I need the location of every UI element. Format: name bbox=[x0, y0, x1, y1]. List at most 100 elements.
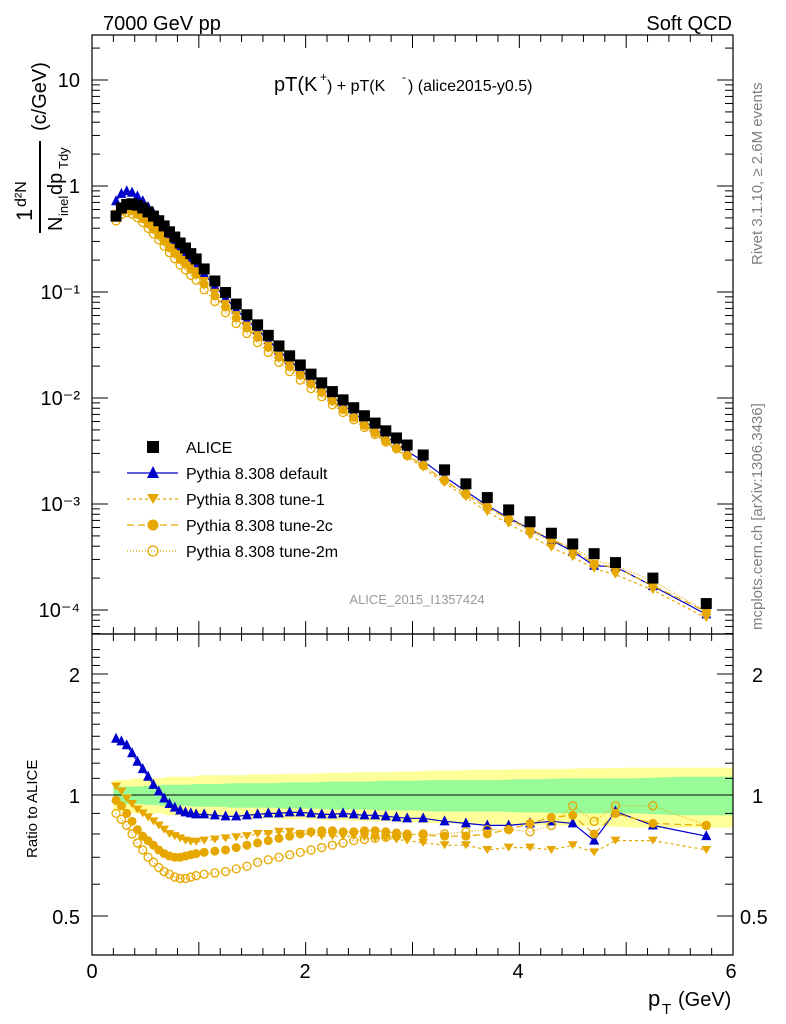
marker-ratio-tune-1 bbox=[391, 835, 402, 844]
marker-alice bbox=[273, 340, 285, 352]
marker-alice bbox=[358, 410, 370, 422]
y-tick-label: 10⁻¹ bbox=[41, 282, 81, 304]
marker-ratio-default bbox=[127, 747, 138, 758]
title-main: pT(K bbox=[274, 74, 318, 96]
marker-top-tune-2c bbox=[159, 236, 169, 246]
marker-ratio-tune-2m bbox=[525, 827, 535, 837]
marker-ratio-tune-1 bbox=[111, 782, 122, 791]
marker-ratio-default bbox=[316, 808, 327, 819]
marker-ratio-tune-1 bbox=[164, 829, 175, 838]
x-tick-labels: 0 2 4 6 bbox=[86, 961, 736, 983]
marker-top-tune-2c bbox=[338, 405, 348, 415]
marker-alice bbox=[209, 275, 221, 287]
marker-ratio-default bbox=[359, 809, 370, 820]
marker-ratio-tune-2m bbox=[503, 824, 514, 835]
marker-top-default bbox=[132, 190, 143, 201]
y-label-frac-den-sub: inel bbox=[56, 196, 71, 216]
legend-symbols bbox=[127, 441, 178, 557]
marker-ratio-tune-2m bbox=[127, 829, 137, 839]
marker-ratio-default bbox=[121, 739, 132, 750]
curve-ratio-tune-1 bbox=[115, 786, 707, 854]
marker-ratio-tune-2m bbox=[701, 820, 711, 831]
marker-top-tune-2m bbox=[284, 366, 295, 377]
y-label-frac-den-sub2: Tdy bbox=[56, 147, 71, 169]
marker-ratio-tune-2m bbox=[148, 857, 159, 867]
marker-ratio-tune-2c bbox=[231, 843, 241, 853]
marker-top-tune-2m bbox=[338, 407, 348, 418]
marker-ratio-tune-2m bbox=[610, 801, 621, 811]
y-tick-label: 10⁻² bbox=[41, 388, 81, 410]
marker-top-tune-2m bbox=[242, 328, 252, 339]
y-label-frac-den-2: dp bbox=[45, 173, 67, 195]
marker-ratio-tune-2c bbox=[274, 833, 284, 843]
marker-top-tune-2m bbox=[170, 254, 180, 264]
marker-top-tune-2m bbox=[461, 488, 471, 499]
marker-ratio-tune-2m bbox=[186, 872, 196, 882]
marker-top-tune-2m bbox=[306, 383, 316, 394]
marker-ratio-tune-1 bbox=[503, 843, 514, 852]
marker-ratio-tune-2c bbox=[504, 825, 514, 835]
marker-ratio-tune-2m bbox=[482, 824, 492, 835]
marker-ratio-tune-2m bbox=[439, 829, 450, 839]
marker-top-tune-2m bbox=[327, 400, 338, 410]
marker-alice bbox=[337, 394, 349, 406]
marker-ratio-tune-2m bbox=[242, 861, 252, 871]
legend-label: Pythia 8.308 default bbox=[186, 466, 328, 483]
legend-symbol-tune-2m bbox=[147, 545, 159, 557]
marker-ratio-tune-2c bbox=[242, 840, 252, 850]
marker-top-tune-2m bbox=[317, 392, 327, 402]
marker-ratio-default bbox=[175, 804, 186, 815]
side-label-rivet: Rivet 3.1.10, ≥ 2.6M events bbox=[749, 83, 766, 266]
marker-top-tune-2m bbox=[231, 318, 241, 329]
marker-top-tune-2c bbox=[504, 514, 514, 524]
marker-top-tune-2m bbox=[263, 347, 273, 358]
marker-ratio-default bbox=[439, 815, 450, 826]
marker-ratio-tune-1 bbox=[191, 837, 202, 846]
marker-alice bbox=[380, 425, 392, 437]
marker-ratio-default bbox=[402, 812, 413, 823]
marker-ratio-tune-2m bbox=[159, 866, 169, 877]
marker-ratio-tune-2c bbox=[349, 827, 359, 837]
marker-ratio-tune-2m bbox=[568, 801, 578, 811]
marker-alice bbox=[609, 557, 621, 569]
marker-alice bbox=[460, 478, 472, 490]
marker-top-tune-1 bbox=[567, 553, 578, 562]
marker-top-tune-2m bbox=[191, 275, 201, 285]
side-label-mcplots: mcplots.cern.ch [arXiv:1306.3436] bbox=[749, 403, 766, 630]
marker-ratio-default bbox=[370, 809, 381, 820]
marker-top-tune-2m bbox=[186, 270, 196, 280]
marker-alice bbox=[241, 309, 253, 321]
marker-ratio-tune-1 bbox=[263, 829, 274, 838]
y-tick-label: 0.5 bbox=[52, 907, 80, 929]
x-axis-label-sub: T bbox=[662, 1001, 671, 1018]
marker-ratio-tune-2c bbox=[589, 829, 599, 839]
marker-ratio-tune-2c bbox=[546, 812, 556, 822]
plot-title: pT(K + ) + pT(K - ) (alice2015-y0.5) bbox=[274, 70, 533, 96]
x-tick-label: 6 bbox=[725, 961, 736, 983]
marker-ratio-tune-1 bbox=[610, 836, 621, 845]
marker-ratio-default bbox=[132, 755, 143, 766]
marker-ratio-default bbox=[209, 809, 220, 820]
marker-top-default bbox=[116, 187, 127, 198]
marker-ratio-default bbox=[295, 806, 306, 817]
marker-ratio-tune-2m bbox=[263, 855, 273, 865]
marker-ratio-default bbox=[391, 811, 402, 822]
marker-top-tune-2m bbox=[154, 235, 164, 245]
marker-ratio-default bbox=[327, 808, 338, 819]
marker-ratio-tune-2m bbox=[111, 808, 121, 819]
marker-ratio-default bbox=[111, 732, 122, 743]
marker-top-tune-2m bbox=[525, 526, 535, 537]
marker-top-tune-2c bbox=[285, 362, 295, 372]
marker-ratio-tune-1 bbox=[460, 841, 471, 850]
x-tick-label: 4 bbox=[512, 961, 523, 983]
marker-ratio-tune-1 bbox=[359, 833, 370, 842]
marker-ratio-tune-2m bbox=[402, 830, 412, 840]
marker-top-tune-2c bbox=[295, 370, 305, 380]
marker-ratio-tune-1 bbox=[199, 836, 210, 845]
marker-alice bbox=[190, 253, 202, 265]
y-tick-labels-bottom: 2 1 0.5 2 1 0.5 bbox=[52, 665, 768, 929]
marker-ratio-tune-2m bbox=[317, 842, 327, 853]
legend-label: Pythia 8.308 tune-2m bbox=[186, 544, 338, 561]
marker-alice bbox=[439, 464, 451, 476]
legend-label: Pythia 8.308 tune-1 bbox=[186, 492, 325, 509]
